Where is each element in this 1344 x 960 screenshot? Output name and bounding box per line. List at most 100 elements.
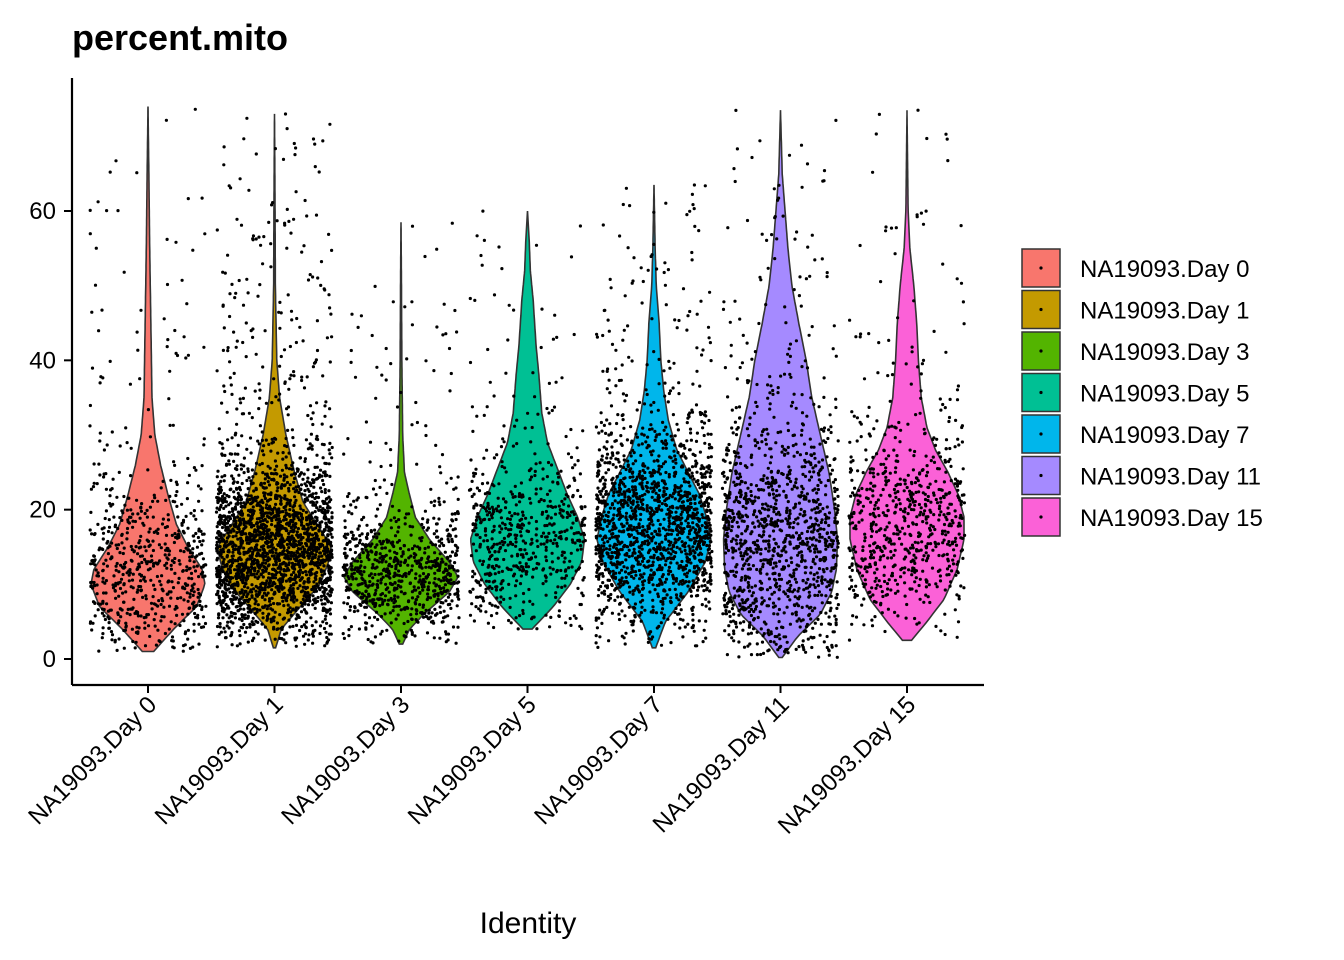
data-point (300, 604, 304, 608)
data-point (236, 527, 240, 531)
data-point (484, 579, 489, 583)
data-point (545, 492, 550, 496)
data-point (216, 469, 220, 473)
data-point (343, 565, 347, 570)
data-point (388, 576, 392, 580)
data-point (434, 559, 438, 563)
data-point (270, 588, 274, 592)
data-point (216, 492, 221, 496)
data-point (248, 622, 252, 626)
data-point (222, 506, 226, 510)
data-point (485, 513, 489, 517)
data-point (303, 642, 307, 646)
data-point (285, 127, 289, 131)
data-point (255, 521, 259, 525)
data-point (243, 526, 247, 530)
data-point (245, 558, 249, 562)
data-point (507, 618, 511, 623)
data-point (291, 530, 295, 534)
data-point (596, 505, 600, 509)
data-point (154, 643, 158, 647)
data-point (601, 369, 605, 373)
data-point (351, 557, 355, 561)
data-point (249, 565, 254, 569)
data-point (367, 574, 372, 578)
data-point (139, 308, 143, 312)
data-point (192, 539, 196, 543)
data-point (548, 625, 552, 629)
data-point (192, 565, 196, 569)
data-point (511, 308, 516, 312)
data-point (554, 591, 558, 595)
data-point (117, 543, 121, 547)
data-point (419, 611, 423, 615)
data-point (253, 389, 257, 393)
data-point (104, 558, 108, 562)
data-point (230, 643, 234, 647)
data-point (358, 556, 362, 560)
data-point (374, 601, 378, 606)
data-point (326, 578, 330, 583)
data-point (599, 411, 603, 415)
data-point (371, 582, 375, 586)
data-point (326, 534, 330, 538)
data-point (319, 260, 324, 264)
data-point (325, 610, 329, 614)
data-point (534, 492, 538, 496)
data-point (285, 480, 290, 485)
data-point (641, 279, 645, 284)
data-point (660, 479, 665, 483)
data-point (555, 568, 560, 573)
data-point (103, 581, 107, 585)
data-point (506, 517, 510, 521)
data-point (218, 622, 222, 626)
data-point (362, 600, 366, 604)
data-point (348, 540, 352, 544)
data-point (303, 592, 307, 596)
data-point (190, 584, 194, 588)
data-point (667, 543, 672, 547)
data-point (171, 586, 176, 590)
data-point (573, 541, 577, 545)
data-point (282, 473, 286, 477)
data-point (495, 585, 499, 589)
data-point (602, 589, 607, 593)
data-point (254, 237, 258, 241)
data-point (695, 581, 699, 585)
data-point (518, 614, 522, 618)
data-point (222, 591, 226, 595)
data-point (288, 508, 292, 512)
data-point (294, 581, 298, 585)
data-point (88, 621, 92, 625)
data-point (346, 596, 351, 600)
data-point (257, 442, 261, 446)
data-point (549, 463, 554, 467)
data-point (369, 549, 373, 553)
data-point (304, 586, 308, 591)
data-point (367, 593, 371, 597)
data-point (253, 602, 257, 606)
data-point (215, 572, 219, 577)
data-point (425, 561, 429, 565)
data-point (315, 348, 320, 353)
data-point (117, 470, 121, 474)
data-point (146, 568, 150, 572)
data-point (150, 607, 154, 611)
data-point (279, 533, 283, 537)
data-point (305, 214, 309, 218)
data-point (690, 465, 695, 469)
data-point (294, 514, 298, 518)
data-point (442, 609, 446, 613)
data-point (618, 234, 622, 238)
data-point (410, 323, 414, 327)
data-point (188, 592, 192, 596)
data-point (581, 540, 585, 544)
data-point (293, 153, 297, 157)
data-point (226, 438, 230, 442)
data-point (266, 591, 270, 595)
data-point (324, 558, 328, 562)
data-point (295, 467, 299, 471)
data-point (556, 556, 560, 560)
data-point (175, 613, 179, 618)
data-point (112, 574, 116, 578)
